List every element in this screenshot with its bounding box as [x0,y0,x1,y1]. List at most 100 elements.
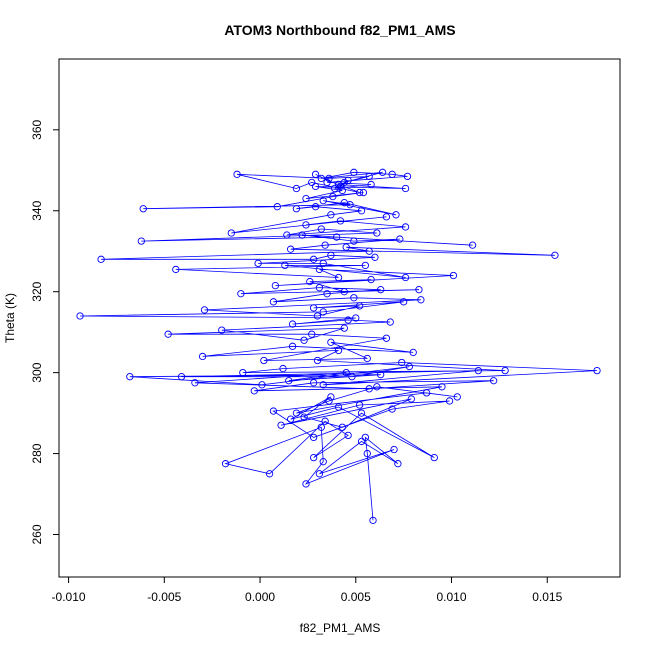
data-point [346,201,354,209]
y-tick-label: 300 [30,362,44,382]
data-point [285,377,293,385]
data-point [233,170,241,178]
data-point [298,231,306,239]
data-point [371,253,379,261]
data-point [340,178,348,187]
data-point [367,275,375,284]
y-tick-label: 280 [30,443,44,463]
data-point [198,352,207,361]
data-point [315,265,324,274]
data-point [363,354,371,363]
data-point [401,184,410,193]
data-point [344,316,352,324]
x-tick-label: 0.005 [341,590,371,604]
data-point [365,385,373,393]
y-tick-label: 340 [30,200,44,220]
data-point [97,255,105,263]
data-point [382,213,391,221]
data-point [313,312,322,320]
data-point [334,273,343,282]
data-point [218,326,226,334]
data-point [445,397,454,405]
data-point [300,336,308,344]
data-point [126,373,134,381]
data-point [365,172,373,181]
x-tick-label: 0.000 [245,590,275,604]
data-point [357,207,366,215]
x-tick-label: -0.005 [147,590,181,604]
data-point [172,265,180,274]
data-point [317,174,325,183]
data-point [323,178,331,187]
data-point [334,403,343,411]
data-point [164,330,172,338]
data-point [317,423,325,431]
data-point [336,217,345,225]
data-point [317,225,325,233]
data-point [338,423,347,431]
y-axis: 260 280 300 320 340 360 [30,119,60,545]
data-point [300,413,308,421]
data-point [260,356,268,365]
data-point [279,364,287,373]
data-point [327,251,335,259]
data-point [288,320,297,328]
data-point [355,401,364,409]
data-point [377,286,385,294]
data-point [139,205,147,213]
data-point [474,366,482,375]
data-point [302,194,310,203]
y-tick-label: 260 [30,524,44,544]
data-points [76,168,601,524]
data-point [407,395,415,403]
data-point [321,241,329,249]
data-point [361,261,369,270]
data-point [342,243,350,251]
data-point [327,393,335,401]
data-point [593,366,601,375]
data-point [323,290,331,298]
data-point [327,338,335,346]
data-point [310,304,318,312]
data-point [344,176,352,185]
data-point [269,298,278,306]
data-point [392,211,400,219]
data-point [306,277,314,286]
data-point [417,296,425,304]
data-point [191,379,199,387]
data-point [310,433,318,442]
data-point [292,205,301,213]
data-point [394,460,402,468]
data-point [250,387,258,395]
data-point [405,362,414,371]
data-point [273,203,281,211]
data-point [302,480,310,488]
data-point [281,261,289,270]
data-point [271,281,280,290]
data-point [361,433,369,442]
data-point [313,356,322,365]
data-point [319,259,327,268]
data-point [369,516,377,524]
y-tick-label: 360 [30,119,44,139]
data-point [340,288,348,296]
data-point [398,358,406,367]
data-point [315,283,324,292]
data-point [287,245,295,253]
data-point [76,312,84,320]
data-point [325,397,333,405]
data-point [350,237,358,245]
data-point [551,251,559,259]
data-point [388,405,396,413]
data-point [403,172,412,181]
data-point [348,373,356,381]
data-point [311,182,320,191]
data-point [378,168,387,176]
data-point [373,229,381,237]
data-point [489,377,498,385]
data-point [338,186,347,195]
data-point [227,229,235,237]
data-point [401,273,410,282]
data-point [468,241,477,249]
data-point [438,383,446,391]
